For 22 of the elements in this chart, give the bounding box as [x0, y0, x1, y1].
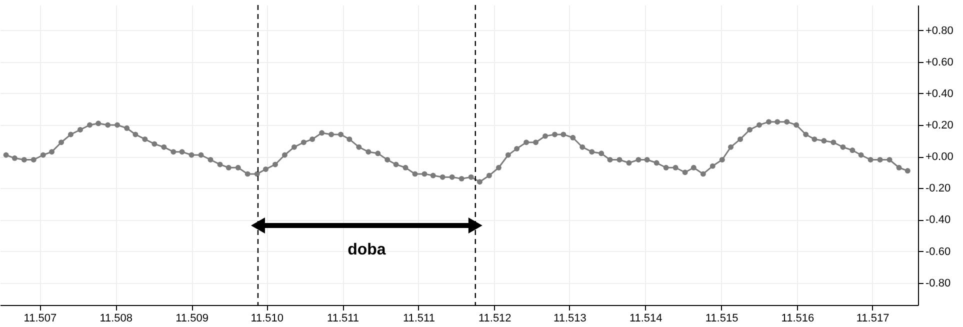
x-tick-label: 11.513 — [554, 312, 586, 324]
annotation: doba — [348, 242, 386, 258]
x-tick-label: 11.510 — [250, 312, 284, 324]
y-tick-label: -0.60 — [926, 246, 951, 258]
x-tick-label: 11.514 — [629, 312, 662, 324]
x-tick-label: 11.511 — [402, 312, 435, 324]
x-tick-label: 11.516 — [781, 312, 814, 324]
x-tick-label: 11.517 — [856, 312, 890, 324]
x-tick-label: 11.511 — [327, 312, 360, 324]
x-tick-label: 11.509 — [176, 312, 208, 324]
y-tick-label: -0.20 — [926, 182, 951, 195]
y-tick-label: +0.00 — [926, 151, 954, 164]
x-tick-label: 11.507 — [24, 312, 57, 324]
x-tick-label: 11.508 — [100, 312, 133, 324]
x-tick-label: 11.512 — [478, 312, 512, 324]
y-tick-label: +0.60 — [926, 56, 954, 68]
y-tick-label: +0.80 — [926, 24, 954, 37]
y-tick-label: +0.40 — [926, 88, 954, 100]
y-tick-label: -0.80 — [926, 277, 951, 290]
y-tick-label: +0.20 — [926, 120, 954, 132]
y-tick-label: -0.40 — [926, 214, 951, 226]
x-tick-label: 11.515 — [705, 312, 738, 324]
